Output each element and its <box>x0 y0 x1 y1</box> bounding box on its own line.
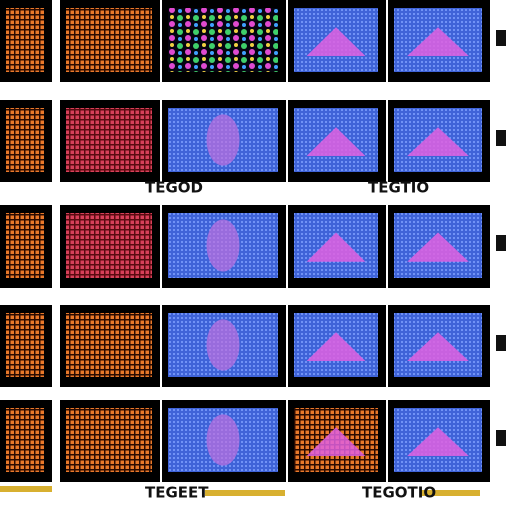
panel-texture <box>66 108 152 172</box>
pink-shape <box>306 332 366 361</box>
panel-caption: TEGOTIO <box>362 484 436 502</box>
pink-shape <box>206 414 240 466</box>
panel-texture <box>66 213 152 278</box>
pink-shape <box>407 27 469 56</box>
pink-shape <box>306 427 366 456</box>
pink-shape <box>407 332 469 361</box>
pink-shape <box>407 127 469 156</box>
panel-texture <box>6 408 44 472</box>
side-icon <box>496 235 506 251</box>
yellow-strip <box>420 490 480 496</box>
panel-texture <box>66 313 152 377</box>
yellow-strip <box>205 490 285 496</box>
panel-texture <box>66 8 152 72</box>
panel-caption: TEGTIO <box>368 179 429 197</box>
panel-texture <box>6 213 44 278</box>
side-icon <box>496 30 506 46</box>
pink-shape <box>206 219 240 272</box>
panel-texture <box>6 108 44 172</box>
pink-shape <box>407 427 469 456</box>
panel-caption: TEGEET <box>145 484 209 502</box>
panel-texture <box>6 313 44 377</box>
pink-shape <box>206 319 240 371</box>
panel-texture <box>168 8 278 72</box>
pink-shape <box>407 232 469 262</box>
side-icon <box>496 130 506 146</box>
pink-shape <box>306 232 366 262</box>
panel-texture <box>6 8 44 72</box>
side-icon <box>496 430 506 446</box>
yellow-strip <box>0 486 52 492</box>
pink-shape <box>306 27 366 56</box>
side-icon <box>496 335 506 351</box>
panel-texture <box>66 408 152 472</box>
pink-shape <box>206 114 240 166</box>
panel-caption: TEGOD <box>145 179 203 197</box>
pink-shape <box>306 127 366 156</box>
